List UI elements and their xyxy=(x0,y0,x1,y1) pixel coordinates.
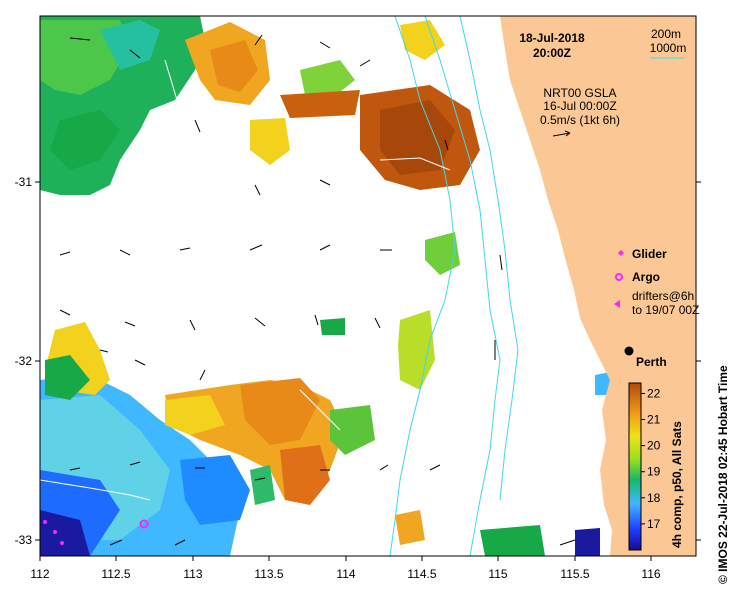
isobath-lines xyxy=(389,16,519,556)
bathy-200m-label: 200m xyxy=(651,27,681,41)
colorbar xyxy=(628,382,642,551)
perth-marker xyxy=(624,346,634,356)
symbol-legend: Glider Argo drifters@6h to 19/07 00Z xyxy=(614,247,699,317)
drifters-label-2: to 19/07 00Z xyxy=(632,303,699,317)
y-tick-label: -31 xyxy=(15,175,33,189)
colorbar-ticks: 22 21 20 19 18 17 xyxy=(641,386,661,531)
perth-label: Perth xyxy=(636,355,667,369)
current-source: NRT00 GSLA xyxy=(543,86,616,100)
sst-field xyxy=(40,16,610,556)
colorbar-tick-label: 21 xyxy=(647,413,661,427)
colorbar-tick-label: 19 xyxy=(647,465,661,479)
drifters-label-1: drifters@6h xyxy=(632,289,694,303)
x-tick-label: 113 xyxy=(183,567,202,581)
current-scale-arrow xyxy=(552,130,571,137)
x-tick-label: 112.5 xyxy=(101,567,130,581)
drifter-icon xyxy=(614,300,620,308)
current-scale: 0.5m/s (1kt 6h) xyxy=(540,113,620,127)
x-tick-label: 115.5 xyxy=(560,567,589,581)
tick-marks xyxy=(35,181,701,561)
x-axis-labels: 112 112.5 113 113.5 114 114.5 115 115.5 … xyxy=(30,567,660,581)
argo-label: Argo xyxy=(632,270,660,284)
x-tick-label: 114.5 xyxy=(407,567,436,581)
y-tick-label: -32 xyxy=(15,354,33,368)
x-tick-label: 112 xyxy=(30,567,49,581)
sst-contours xyxy=(40,59,451,501)
colorbar-tick-label: 18 xyxy=(647,491,661,505)
colorbar-label: 4h comp, p50, All Sats xyxy=(670,421,684,548)
glider-label: Glider xyxy=(632,247,667,261)
colorbar-tick-label: 22 xyxy=(647,386,661,400)
colorbar-tick-label: 17 xyxy=(647,517,661,531)
x-tick-label: 116 xyxy=(641,567,660,581)
current-vectors xyxy=(59,34,576,546)
y-axis-labels: -31 -32 -33 xyxy=(15,175,33,547)
plot-frame xyxy=(39,15,697,557)
bathy-1000m-label: 1000m xyxy=(650,41,687,55)
header-date: 18-Jul-2018 xyxy=(519,31,585,45)
x-tick-label: 114 xyxy=(336,567,355,581)
land-mass xyxy=(500,16,696,556)
colorbar-tick-label: 20 xyxy=(647,439,661,453)
argo-icon xyxy=(615,273,623,281)
header-time: 20:00Z xyxy=(533,46,571,60)
x-tick-label: 115 xyxy=(488,567,507,581)
glider-icon xyxy=(618,250,624,256)
x-tick-label: 113.5 xyxy=(254,567,283,581)
y-tick-label: -33 xyxy=(15,533,33,547)
glider-argo-drifter-markers xyxy=(43,519,149,545)
imos-credit: © IMOS 22-Jul-2018 02:45 Hobart Time xyxy=(716,365,730,584)
current-date: 16-Jul 00:00Z xyxy=(543,99,616,113)
